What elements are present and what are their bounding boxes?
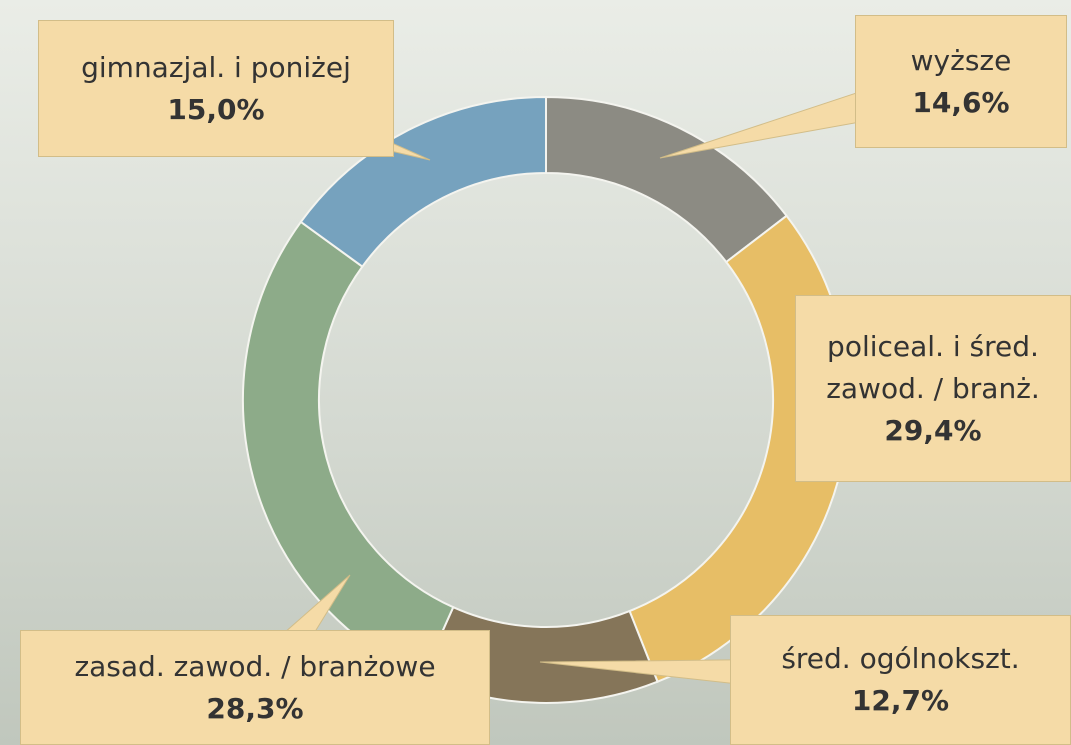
- category-label: zasad. zawod. / branżowe: [74, 649, 436, 683]
- category-label: śred. ogólnokszt.: [781, 642, 1020, 675]
- value-label: 12,7%: [851, 684, 950, 717]
- value-label: 14,6%: [912, 85, 1010, 119]
- value-label: 29,4%: [884, 413, 982, 447]
- value-label: 15,0%: [167, 92, 265, 126]
- data-label: gimnazjal. i poniżej 15,0%: [38, 20, 394, 157]
- donut-segment: [545, 95, 788, 264]
- category-label: gimnazjal. i poniżej: [81, 50, 351, 84]
- data-label: policeal. i śred. zawod. / branż. 29,4%: [795, 295, 1071, 482]
- data-label: wyższe 14,6%: [855, 15, 1067, 148]
- donut-segment: [299, 95, 547, 268]
- category-label: policeal. i śred. zawod. / branż.: [826, 329, 1040, 405]
- donut-segment: [242, 220, 455, 678]
- category-label: wyższe: [910, 43, 1012, 77]
- data-label: śred. ogólnokszt. 12,7%: [730, 615, 1071, 745]
- value-label: 28,3%: [206, 691, 304, 725]
- data-label: zasad. zawod. / branżowe 28,3%: [20, 630, 490, 745]
